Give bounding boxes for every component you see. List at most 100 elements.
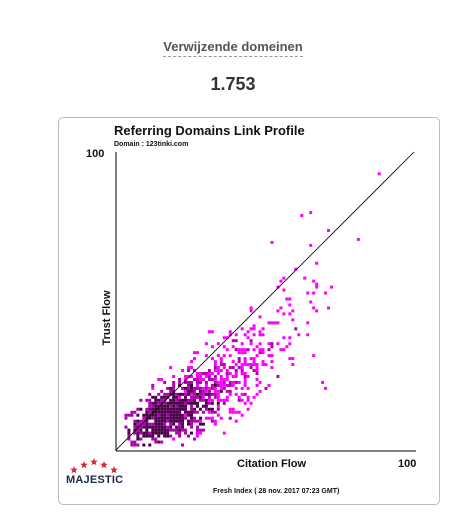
heatmap-cell [207, 401, 211, 405]
heatmap-cell [184, 392, 188, 396]
heatmap-cell [270, 321, 274, 325]
heatmap-cell [151, 401, 155, 405]
heatmap-cell [258, 348, 262, 352]
heatmap-cell [145, 407, 149, 411]
heatmap-cell [154, 422, 158, 426]
heatmap-cell [184, 413, 188, 417]
heatmap-cell [207, 410, 211, 414]
heatmap-cell [190, 395, 193, 399]
heatmap-cell [192, 389, 196, 393]
heatmap-cell [213, 422, 217, 426]
heatmap-cell [291, 318, 295, 322]
heatmap-cell [282, 312, 286, 316]
heatmap-cell [190, 410, 193, 414]
heatmap-cell [216, 413, 220, 417]
heatmap-cell [240, 398, 244, 402]
heatmap-cell [210, 416, 214, 420]
heatmap-cell [219, 363, 223, 367]
heatmap-cell [243, 392, 247, 396]
section-heading: Verwijzende domeinen [0, 38, 466, 57]
heatmap-cell [210, 330, 214, 334]
star-icon [110, 466, 118, 474]
heatmap-cell [216, 404, 220, 408]
heatmap-cell [216, 383, 220, 387]
heatmap-cell [190, 422, 193, 426]
heatmap-cell [192, 407, 196, 411]
heatmap-cell [178, 431, 182, 435]
heatmap-cell [172, 389, 176, 393]
heatmap-cell [175, 407, 179, 411]
heatmap-cell [154, 428, 158, 432]
heatmap-cell [169, 422, 173, 426]
heatmap-cell [309, 243, 313, 247]
heatmap-cells [124, 172, 381, 447]
heatmap-cell [178, 422, 182, 426]
heatmap-cell [249, 309, 253, 313]
heatmap-cell [264, 363, 268, 367]
heatmap-cell [258, 333, 262, 337]
heatmap-cell [184, 380, 188, 384]
heatmap-cell [157, 392, 161, 396]
heatmap-cell [243, 372, 247, 375]
heatmap-cell [234, 419, 238, 423]
heatmap-cell [204, 392, 208, 396]
heatmap-cell [192, 416, 196, 420]
heatmap-cell [288, 297, 292, 301]
heatmap-cell [195, 431, 199, 435]
heatmap-cell [178, 380, 182, 384]
heatmap-cell [157, 401, 161, 405]
heatmap-cell [240, 351, 244, 355]
heatmap-cell [198, 416, 202, 420]
heatmap-cell [252, 363, 256, 367]
heatmap-cell [228, 383, 232, 387]
heatmap-cell [258, 330, 262, 334]
heatmap-cell [246, 386, 250, 390]
heatmap-cell [154, 395, 158, 399]
heatmap-cell [163, 413, 167, 417]
heatmap-cell [249, 339, 253, 343]
heatmap-cell [219, 386, 223, 390]
heatmap-cell [169, 413, 173, 417]
heatmap-cell [243, 357, 247, 361]
heatmap-cell [175, 425, 179, 429]
heatmap-cell [160, 407, 164, 411]
heatmap-cell [187, 401, 191, 405]
heatmap-cell [204, 342, 208, 346]
heatmap-cell [148, 407, 152, 411]
heatmap-cell [157, 413, 161, 417]
heatmap-cell [145, 434, 149, 438]
heatmap-cell [151, 395, 155, 399]
heatmap-cell [133, 443, 137, 447]
heatmap-cell [231, 366, 235, 370]
heatmap-cell [166, 425, 170, 429]
heatmap-cell [169, 410, 173, 414]
heatmap-cell [172, 428, 176, 432]
heatmap-cell [130, 410, 134, 414]
heatmap-cell [166, 431, 170, 435]
heatmap-cell [160, 419, 164, 423]
heatmap-cell [192, 395, 196, 399]
heatmap-cell [195, 395, 199, 399]
heatmap-cell [255, 392, 259, 396]
heatmap-cell [210, 392, 214, 396]
heatmap-cell [145, 413, 149, 417]
heatmap-cell [312, 279, 316, 283]
heatmap-cell [210, 386, 214, 390]
heatmap-cell [169, 434, 173, 438]
heatmap-cell [187, 413, 191, 417]
heatmap-cell [157, 398, 161, 402]
heatmap-cell [204, 386, 208, 390]
heatmap-cell [163, 434, 167, 438]
heatmap-cell [190, 416, 193, 420]
heatmap-cell [151, 437, 155, 441]
heatmap-cell [169, 386, 173, 390]
heatmap-cell [219, 383, 223, 387]
heatmap-cell [195, 374, 199, 378]
heatmap-cell [213, 380, 217, 384]
heatmap-cell [255, 377, 259, 381]
heatmap-cell [160, 401, 164, 405]
heatmap-cell [222, 431, 226, 435]
heatmap-cell [160, 428, 164, 432]
heatmap-cell [157, 377, 161, 381]
heatmap-cell [187, 398, 191, 402]
